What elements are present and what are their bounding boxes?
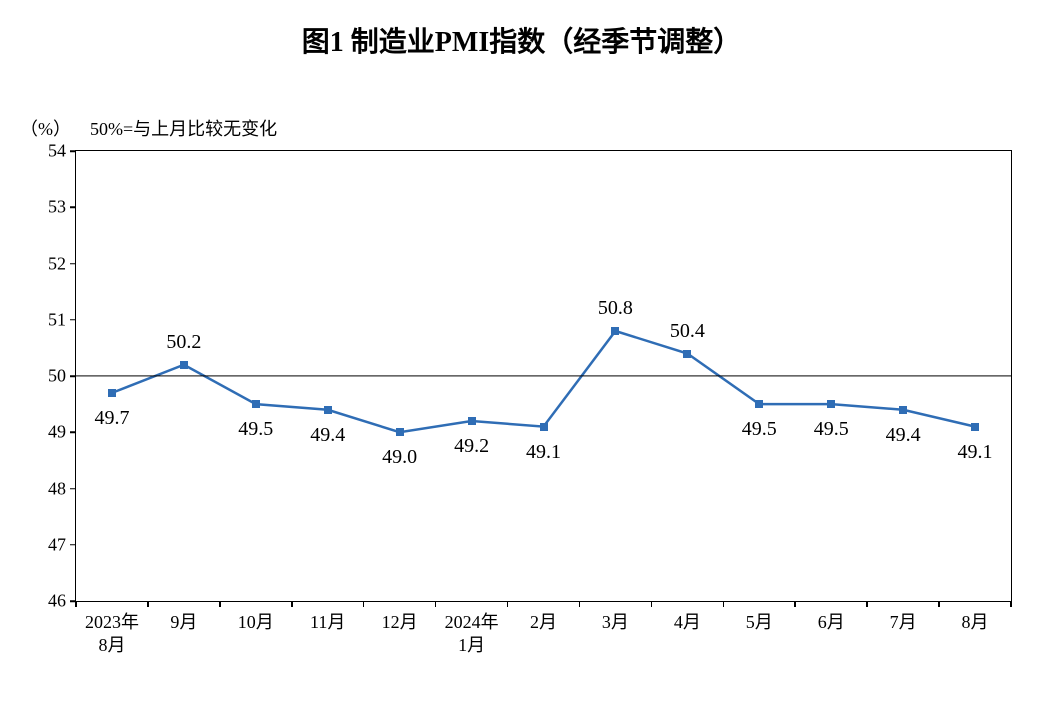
data-label: 50.2 [166, 331, 201, 354]
data-marker [108, 389, 116, 397]
data-label: 49.5 [814, 418, 849, 441]
x-tick-label: 2024年 1月 [445, 611, 499, 658]
plot-area: 4647484950515253542023年 8月9月10月11月12月202… [75, 150, 1012, 602]
y-tick-label: 51 [48, 309, 66, 330]
y-tick-label: 48 [48, 478, 66, 499]
x-tick-mark [938, 601, 940, 607]
x-tick-label: 8月 [962, 611, 989, 634]
y-tick-label: 52 [48, 253, 66, 274]
reference-line [76, 375, 1011, 376]
x-tick-label: 4月 [674, 611, 701, 634]
data-label: 50.4 [670, 320, 705, 343]
data-marker [971, 423, 979, 431]
chart-title: 图1 制造业PMI指数（经季节调整） [0, 20, 1043, 60]
data-label: 50.8 [598, 297, 633, 320]
x-tick-mark [363, 601, 365, 607]
x-tick-mark [723, 601, 725, 607]
y-tick-mark [70, 544, 76, 546]
y-tick-label: 49 [48, 422, 66, 443]
x-tick-label: 11月 [310, 611, 345, 634]
x-tick-label: 2月 [530, 611, 557, 634]
data-marker [755, 400, 763, 408]
x-tick-label: 7月 [890, 611, 917, 634]
data-marker [827, 400, 835, 408]
y-tick-label: 47 [48, 534, 66, 555]
y-tick-mark [70, 432, 76, 434]
data-label: 49.0 [382, 446, 417, 469]
x-tick-mark [147, 601, 149, 607]
data-label: 49.1 [958, 441, 993, 464]
y-tick-mark [70, 207, 76, 209]
data-marker [252, 400, 260, 408]
x-tick-mark [75, 601, 77, 607]
data-marker [899, 406, 907, 414]
data-marker [396, 428, 404, 436]
y-tick-mark [70, 319, 76, 321]
data-marker [324, 406, 332, 414]
x-tick-mark [435, 601, 437, 607]
x-tick-label: 3月 [602, 611, 629, 634]
x-tick-label: 9月 [170, 611, 197, 634]
data-marker [683, 350, 691, 358]
x-tick-mark [291, 601, 293, 607]
x-tick-label: 5月 [746, 611, 773, 634]
data-marker [611, 327, 619, 335]
x-tick-mark [579, 601, 581, 607]
data-label: 49.2 [454, 435, 489, 458]
y-unit-label: （%） [20, 115, 71, 141]
x-tick-mark [866, 601, 868, 607]
data-label: 49.5 [238, 418, 273, 441]
chart-subtitle: 50%=与上月比较无变化 [90, 115, 277, 141]
data-label: 49.7 [94, 407, 129, 430]
x-tick-label: 12月 [382, 611, 418, 634]
data-marker [180, 361, 188, 369]
y-tick-mark [70, 150, 76, 152]
y-tick-label: 54 [48, 141, 66, 162]
x-tick-label: 2023年 8月 [85, 611, 139, 658]
x-tick-mark [1010, 601, 1012, 607]
y-tick-label: 50 [48, 366, 66, 387]
x-tick-label: 10月 [238, 611, 274, 634]
x-tick-label: 6月 [818, 611, 845, 634]
x-tick-mark [507, 601, 509, 607]
y-tick-mark [70, 488, 76, 490]
y-tick-label: 53 [48, 197, 66, 218]
data-marker [468, 417, 476, 425]
data-label: 49.4 [886, 424, 921, 447]
data-label: 49.4 [310, 424, 345, 447]
y-tick-label: 46 [48, 591, 66, 612]
y-tick-mark [70, 263, 76, 265]
x-tick-mark [219, 601, 221, 607]
pmi-chart: 图1 制造业PMI指数（经季节调整） （%） 50%=与上月比较无变化 4647… [0, 0, 1043, 713]
data-label: 49.1 [526, 441, 561, 464]
x-tick-mark [651, 601, 653, 607]
data-marker [540, 423, 548, 431]
data-label: 49.5 [742, 418, 777, 441]
x-tick-mark [794, 601, 796, 607]
